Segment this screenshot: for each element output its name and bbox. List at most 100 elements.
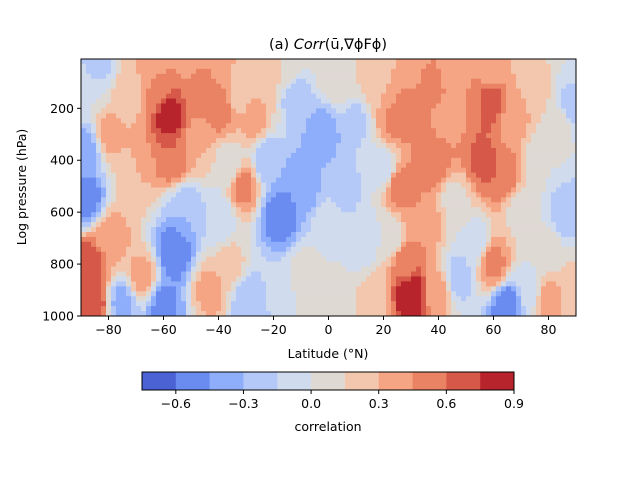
heatmap-cell [316,113,322,119]
heatmap-cell [341,98,347,105]
heatmap-cell [296,296,302,302]
heatmap-cell [201,157,207,164]
heatmap-cell [311,212,317,218]
heatmap-cell [526,227,532,233]
heatmap-cell [421,78,427,85]
heatmap-cell [301,187,307,194]
heatmap-cell [536,118,542,124]
heatmap-cell [251,241,257,248]
heatmap-cell [466,118,472,124]
heatmap-cell [106,301,112,307]
heatmap-cell [236,172,242,179]
heatmap-cell [356,83,362,90]
heatmap-cell [531,63,537,70]
heatmap-cell [401,59,407,65]
heatmap-cell [431,63,437,70]
heatmap-cell [301,157,307,164]
heatmap-cell [386,128,392,134]
heatmap-cell [211,276,217,282]
heatmap-cell [326,88,332,95]
heatmap-cell [341,217,347,223]
heatmap-cell [141,118,147,124]
heatmap-cell [141,88,147,95]
heatmap-cell [186,296,192,302]
heatmap-cell [411,217,417,223]
heatmap-cell [176,306,182,312]
heatmap-cell [451,182,457,189]
heatmap-cell [196,63,202,70]
heatmap-cell [311,241,317,248]
heatmap-cell [516,103,522,110]
heatmap-cell [156,177,162,184]
heatmap-cell [351,261,357,268]
heatmap-cell [316,93,322,100]
heatmap-cell [456,241,462,248]
heatmap-cell [441,207,447,213]
heatmap-cell [441,296,447,302]
heatmap-cell [226,227,232,233]
heatmap-cell [81,236,87,243]
heatmap-cell [276,266,282,273]
heatmap-cell [486,93,492,100]
heatmap-cell [186,231,192,238]
heatmap-cell [121,133,127,139]
heatmap-cell [561,63,567,70]
heatmap-cell [361,241,367,248]
heatmap-cell [306,227,312,233]
heatmap-cell [501,98,507,105]
heatmap-cell [176,118,182,124]
heatmap-cell [556,118,562,124]
heatmap-cell [371,301,377,307]
heatmap-cell [291,276,297,282]
heatmap-cell [346,167,352,174]
heatmap-cell [151,266,157,273]
heatmap-cell [351,143,357,149]
heatmap-cell [411,236,417,243]
heatmap-cell [136,98,142,105]
heatmap-cell [391,98,397,105]
heatmap-cell [481,133,487,139]
heatmap-cell [566,103,572,110]
heatmap-cell [486,128,492,134]
heatmap-cell [241,103,247,110]
heatmap-cell [216,98,222,105]
heatmap-cell [291,147,297,154]
heatmap-cell [391,73,397,80]
heatmap-cell [156,172,162,179]
heatmap-cell [191,108,197,114]
heatmap-cell [116,73,122,80]
heatmap-cell [381,147,387,154]
heatmap-cell [531,103,537,110]
heatmap-cell [361,261,367,268]
heatmap-cell [166,202,172,208]
heatmap-cell [306,59,312,65]
heatmap-cell [191,98,197,105]
heatmap-cell [541,147,547,154]
heatmap-cell [286,207,292,213]
heatmap-cell [236,192,242,198]
heatmap-cell [271,271,277,278]
heatmap-cell [131,266,137,273]
heatmap-cell [491,251,497,258]
heatmap-cell [321,227,327,233]
heatmap-cell [406,108,412,114]
heatmap-cell [281,138,287,144]
heatmap-cell [441,202,447,208]
heatmap-cell [116,276,122,282]
heatmap-cell [181,172,187,179]
heatmap-cell [446,231,452,238]
heatmap-cell [216,177,222,184]
heatmap-cell [541,276,547,282]
heatmap-cell [326,172,332,179]
heatmap-cell [161,103,167,110]
heatmap-cell [326,98,332,105]
heatmap-cell [426,276,432,282]
heatmap-cell [521,68,527,75]
heatmap-cell [141,187,147,194]
heatmap-cell [556,256,562,263]
heatmap-cell [516,68,522,75]
heatmap-cell [181,123,187,129]
heatmap-cell [441,286,447,292]
heatmap-cell [256,246,262,253]
heatmap-cell [396,172,402,179]
